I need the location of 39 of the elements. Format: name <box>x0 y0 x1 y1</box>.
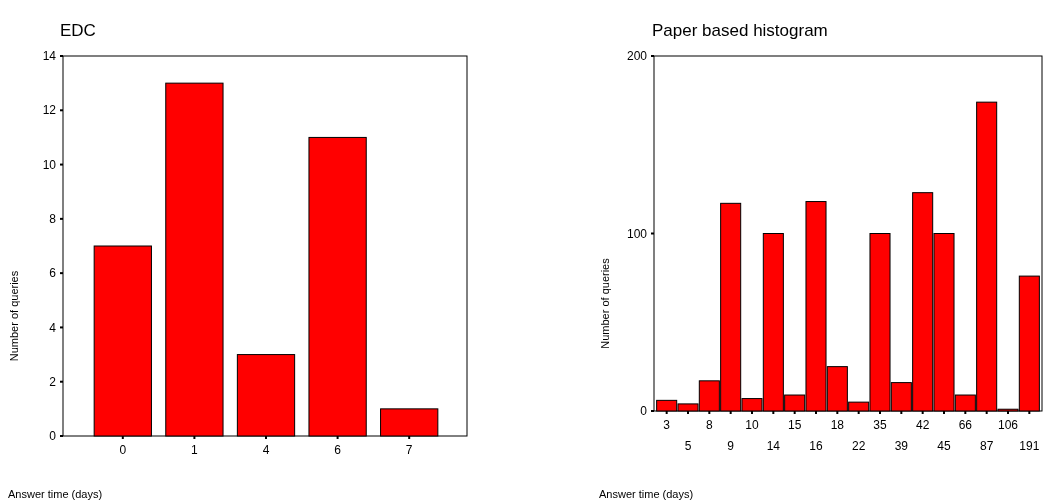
chart-title: EDC <box>60 21 96 40</box>
x-tick-label: 18 <box>830 418 845 432</box>
x-tick-label: 10 <box>745 418 759 432</box>
x-tick-label: 1 <box>191 443 199 457</box>
x-tick-label: 87 <box>979 439 994 453</box>
x-tick-label: 6 <box>334 443 342 457</box>
x-tick-label: 15 <box>787 418 802 432</box>
x-tick-label: 39 <box>894 439 909 453</box>
y-tick-label: 8 <box>49 212 57 227</box>
x-tick-label: 7 <box>405 443 413 457</box>
x-tick-label: 16 <box>809 439 823 453</box>
y-tick-label: 10 <box>42 157 57 172</box>
x-tick-label: 106 <box>997 418 1019 432</box>
x-tick-label: 66 <box>958 418 973 432</box>
x-tick-label: 9 <box>727 439 735 453</box>
x-tick-label: 5 <box>684 439 692 453</box>
x-tick-label: 45 <box>937 439 951 453</box>
y-tick-label: 4 <box>49 320 57 335</box>
x-axis-title: Answer time (days) <box>599 488 694 500</box>
y-tick-label: 12 <box>42 103 57 118</box>
x-tick-label: 14 <box>766 439 781 453</box>
x-axis-title: Answer time (days) <box>8 488 103 500</box>
y-tick-label: 0 <box>640 404 648 419</box>
x-tick-label: 22 <box>851 439 866 453</box>
y-tick-label: 6 <box>49 266 57 281</box>
x-tick-label: 0 <box>119 443 127 457</box>
x-tick-label: 8 <box>705 418 713 432</box>
x-tick-label: 191 <box>1019 439 1040 453</box>
chart-title: Paper based histogram <box>652 21 828 40</box>
y-tick-label: 2 <box>49 374 57 389</box>
x-tick-label: 35 <box>873 418 887 432</box>
x-tick-label: 3 <box>663 418 671 432</box>
y-tick-label: 14 <box>42 49 57 64</box>
y-tick-label: 100 <box>626 226 648 241</box>
y-tick-label: 200 <box>626 49 648 64</box>
x-tick-label: 4 <box>262 443 270 457</box>
y-axis-title: Number of queries <box>8 270 20 362</box>
y-axis-title: Number of queries <box>599 257 611 349</box>
x-tick-label: 42 <box>915 418 930 432</box>
